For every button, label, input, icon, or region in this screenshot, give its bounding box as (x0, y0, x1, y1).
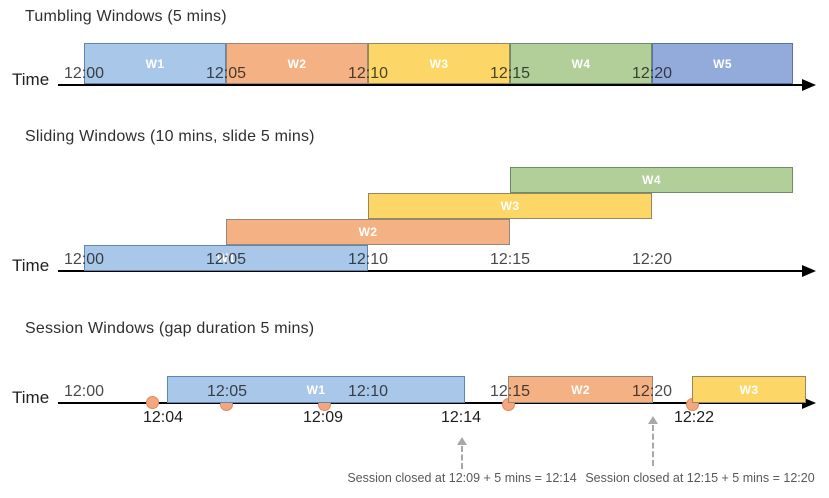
tumbling-window-w5: W5 (652, 43, 793, 84)
tumbling-window-w2-label: W2 (287, 56, 307, 71)
event-label-12-09: 12:09 (302, 409, 344, 426)
tumbling-time-axis (58, 84, 804, 86)
sliding-tick-12-20: 12:20 (631, 251, 673, 268)
sliding-window-w4-label: W4 (642, 173, 661, 187)
session-window-w2: W2 (508, 376, 653, 403)
sliding-section-title: Sliding Windows (10 mins, slide 5 mins) (25, 128, 315, 145)
event-label-12-22: 12:22 (673, 409, 715, 426)
tumbling-window-w1: W1 (84, 43, 226, 84)
dashed-arrow-line-right (652, 425, 654, 466)
session-window-w2-label: W2 (571, 382, 590, 397)
sliding-tick-12-15: 12:15 (489, 251, 531, 268)
sliding-window-w2: W2 (226, 219, 510, 245)
tumbling-window-w3: W3 (368, 43, 510, 84)
sliding-tick-12-10: 12:10 (347, 251, 389, 268)
session-window-w1-label: W1 (306, 382, 326, 397)
tumbling-window-w5-label: W5 (713, 56, 732, 71)
tumbling-tick-12-10: 12:10 (347, 65, 389, 82)
sliding-tick-12-00: 12:00 (63, 251, 105, 268)
session-closed-annotation-left: Session closed at 12:09 + 5 mins = 12:14 (347, 471, 577, 485)
session-window-w3-label: W3 (739, 382, 759, 397)
session-window-w1: W1 (167, 376, 465, 403)
sliding-window-w1: W1 (84, 245, 368, 271)
sliding-time-axis (58, 270, 804, 272)
session-tick-12-15: 12:15 (489, 383, 531, 400)
sliding-tick-12-05: 12:05 (205, 251, 247, 268)
sliding-window-w3: W3 (368, 193, 652, 219)
tumbling-window-w4: W4 (510, 43, 652, 84)
sliding-window-w2-label: W2 (358, 225, 378, 239)
tumbling-tick-12-00: 12:00 (63, 65, 105, 82)
session-tick-12-05: 12:05 (206, 383, 248, 400)
sliding-window-w1-label: W1 (216, 251, 236, 265)
sliding-window-w3-label: W3 (500, 199, 520, 213)
session-closed-annotation-right: Session closed at 12:15 + 5 mins = 12:20 (585, 471, 815, 485)
tumbling-window-w4-label: W4 (571, 56, 591, 71)
event-dot-12-04 (146, 396, 159, 409)
session-tick-12-10: 12:10 (347, 383, 389, 400)
tumbling-time-axis-label: Time (12, 70, 50, 89)
sliding-axis-arrow-icon (802, 265, 816, 277)
event-label-12-14: 12:14 (440, 409, 482, 426)
tumbling-window-w3-label: W3 (429, 56, 449, 71)
sliding-window-w4: W4 (510, 167, 793, 193)
event-label-12-04: 12:04 (142, 409, 184, 426)
dashed-arrow-head-right-icon (648, 416, 658, 424)
session-tick-12-20: 12:20 (631, 383, 673, 400)
tumbling-tick-12-20: 12:20 (631, 65, 673, 82)
session-tick-12-00: 12:00 (63, 383, 105, 400)
sliding-time-axis-label: Time (12, 256, 50, 275)
session-section-title: Session Windows (gap duration 5 mins) (25, 320, 315, 337)
tumbling-axis-arrow-icon (802, 79, 816, 91)
session-time-axis-label: Time (12, 388, 50, 407)
tumbling-tick-12-05: 12:05 (205, 65, 247, 82)
tumbling-window-w1-label: W1 (145, 56, 165, 71)
tumbling-tick-12-15: 12:15 (489, 65, 531, 82)
dashed-arrow-head-left-icon (457, 437, 467, 445)
session-time-axis (58, 402, 804, 404)
tumbling-section-title: Tumbling Windows (5 mins) (25, 8, 227, 25)
tumbling-window-w2: W2 (226, 43, 368, 84)
dashed-arrow-line-left (461, 446, 463, 469)
session-window-w3: W3 (692, 376, 806, 403)
